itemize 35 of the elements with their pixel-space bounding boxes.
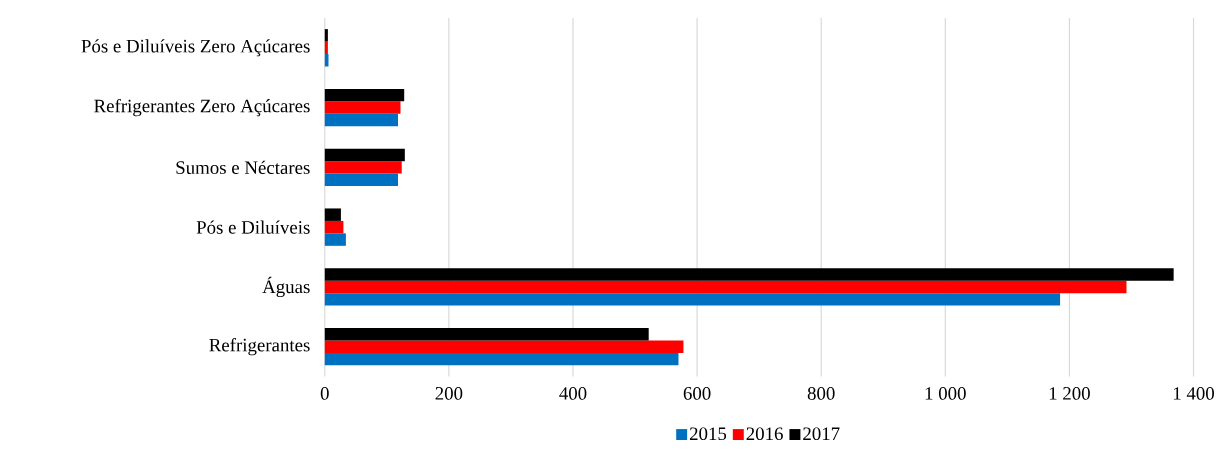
bar (324, 293, 1061, 306)
bar (324, 53, 329, 67)
bar (324, 268, 1174, 281)
y-tick-label: Refrigerantes (209, 337, 310, 356)
x-tick-label: 1 000 (925, 386, 966, 400)
bar (324, 208, 341, 221)
y-tick-label: Sumos e Néctares (176, 160, 310, 174)
bar (324, 161, 402, 174)
bar (324, 173, 398, 186)
x-tick-label: 600 (683, 386, 711, 400)
y-tick-label: Pós e Diluíveis (196, 220, 310, 234)
bar (324, 220, 344, 234)
bar (324, 327, 649, 341)
bar (324, 29, 328, 42)
bar (324, 113, 398, 127)
bar (324, 101, 401, 114)
y-tick-label: Pós e Diluíveis Zero Açúcares (81, 39, 310, 57)
x-tick-label: 0 (320, 386, 329, 400)
bar (324, 340, 684, 353)
bar (324, 88, 405, 102)
x-tick-label: 400 (559, 386, 587, 400)
bar (324, 280, 1127, 294)
x-tick-label: 200 (435, 386, 463, 400)
x-tick-label: 1 200 (1049, 386, 1090, 400)
bar (324, 148, 405, 162)
bar (324, 41, 328, 54)
bar (324, 352, 679, 366)
bar (324, 233, 346, 246)
x-tick-label: 1 400 (1173, 386, 1214, 400)
legend-label: 2016 (746, 427, 783, 440)
y-tick-label: Águas (262, 276, 310, 297)
legend-label: 2017 (803, 427, 840, 440)
y-tick-label: Refrigerantes Zero Açúcares (94, 98, 310, 117)
x-tick-label: 800 (807, 386, 835, 400)
legend-label: 2015 (689, 427, 727, 440)
